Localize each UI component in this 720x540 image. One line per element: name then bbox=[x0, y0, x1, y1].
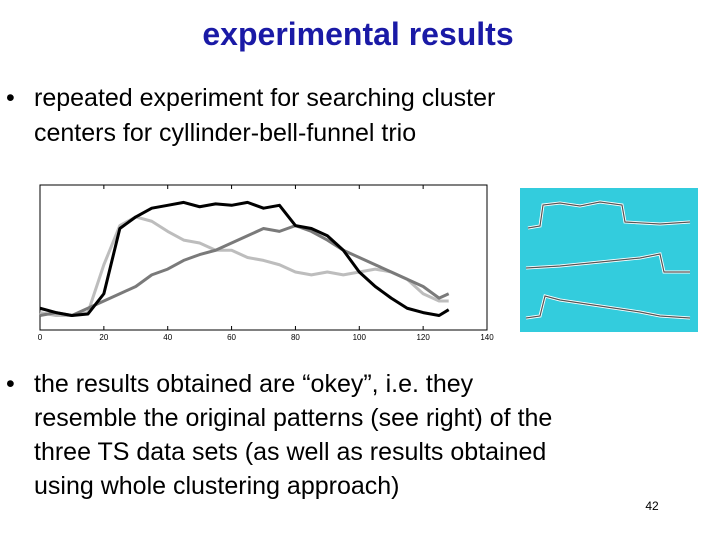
bullet-marker: • bbox=[6, 370, 15, 398]
bullet-marker: • bbox=[6, 84, 15, 112]
x-tick-label: 80 bbox=[291, 333, 300, 342]
plot-frame bbox=[39, 184, 488, 331]
pattern-funnel-core bbox=[525, 253, 690, 273]
x-tick-label: 20 bbox=[99, 333, 108, 342]
pattern-image bbox=[520, 188, 698, 332]
x-tick-label: 60 bbox=[227, 333, 236, 342]
bullet-text: three TS data sets (as well as results o… bbox=[34, 438, 546, 466]
bullet-text: repeated experiment for searching cluste… bbox=[34, 84, 495, 112]
x-tick-label: 120 bbox=[416, 333, 430, 342]
bullet-text: the results obtained are “okey”, i.e. th… bbox=[34, 370, 474, 398]
x-tick-label: 0 bbox=[38, 333, 43, 342]
pattern-cylinder-core bbox=[527, 201, 691, 229]
x-tick-label: 100 bbox=[353, 333, 367, 342]
x-tick-label: 40 bbox=[163, 333, 172, 342]
series-line bbox=[39, 224, 450, 317]
page-number: 42 bbox=[645, 499, 659, 513]
bullet-text: centers for cyllinder-bell-funnel trio bbox=[34, 119, 416, 147]
x-tick-label: 140 bbox=[480, 333, 494, 342]
slide-title: experimental results bbox=[202, 16, 513, 52]
pattern-bell-core bbox=[525, 295, 691, 319]
bullet-text: using whole clustering approach) bbox=[34, 472, 400, 500]
series-line bbox=[39, 200, 450, 317]
bullet-text: resemble the original patterns (see righ… bbox=[34, 404, 552, 432]
